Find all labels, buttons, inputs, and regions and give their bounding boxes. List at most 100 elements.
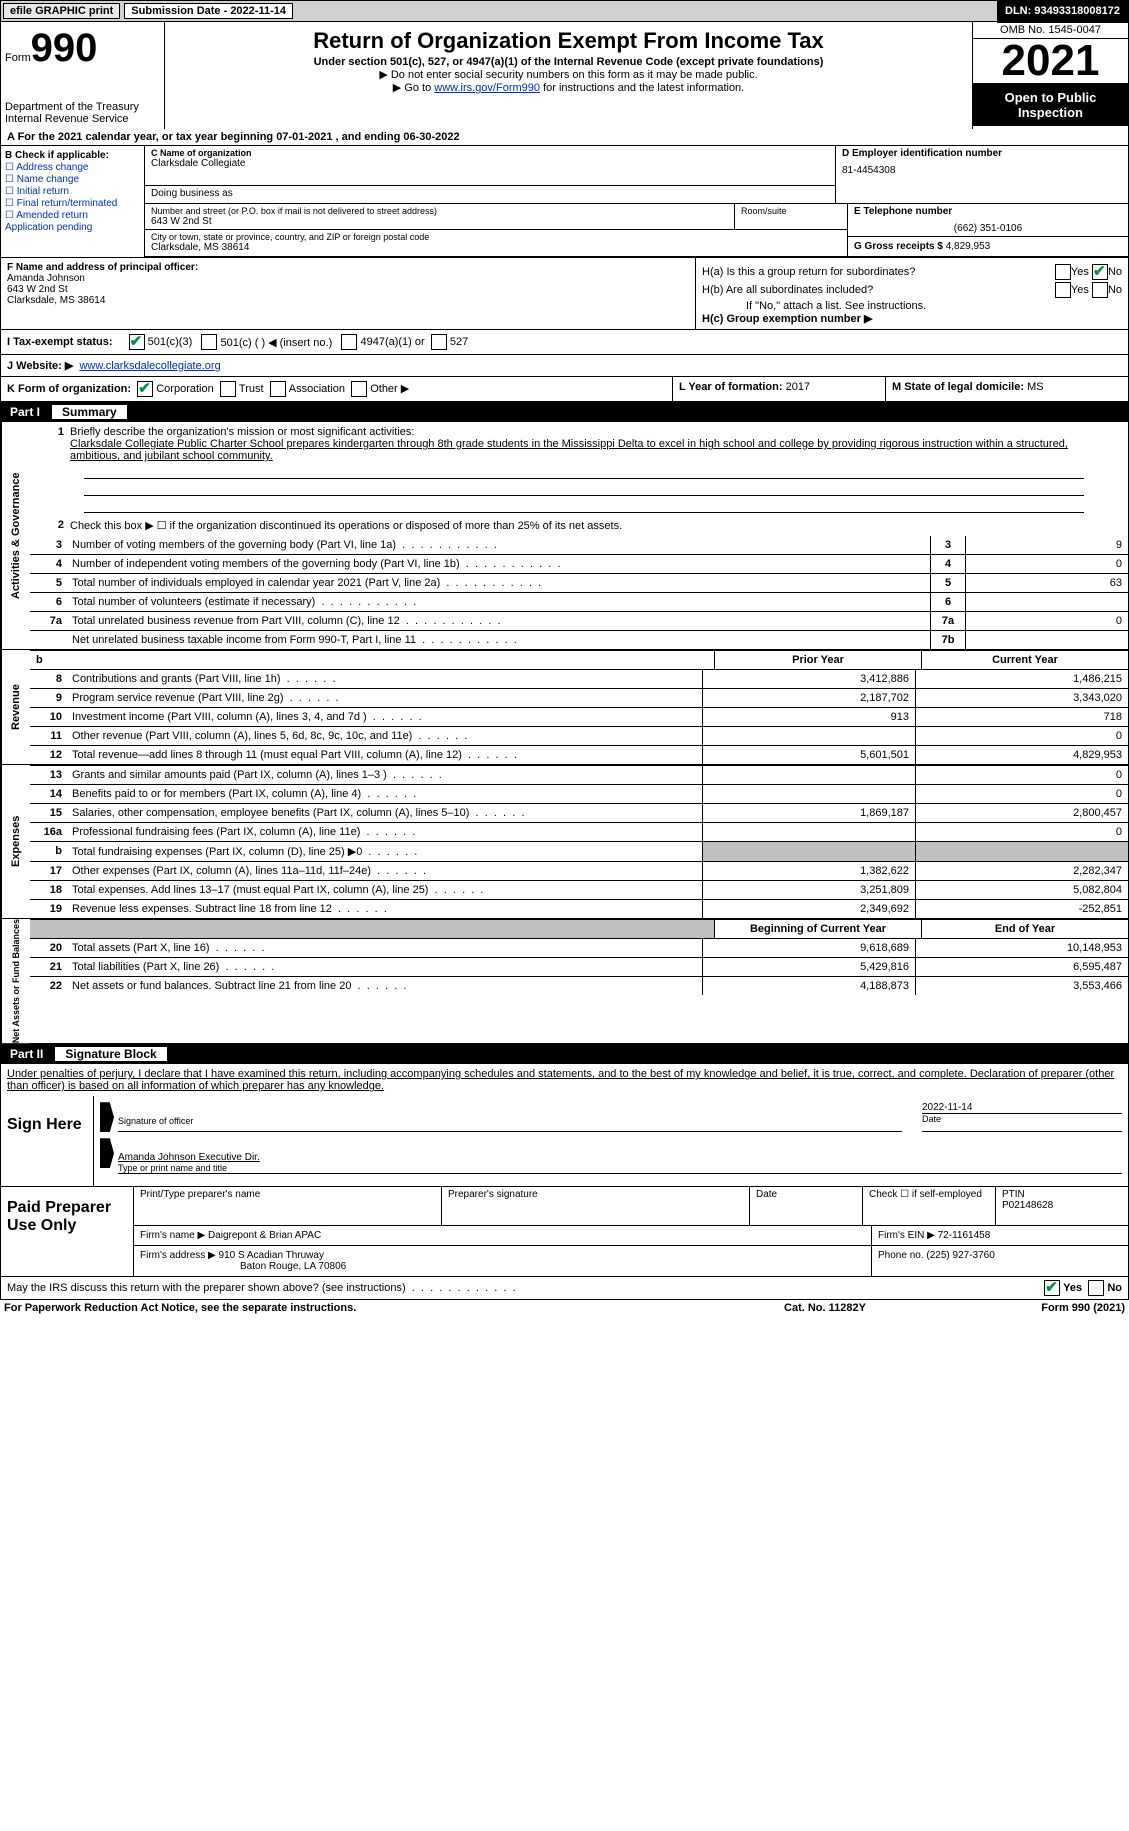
sigintro-text: Under penalties of perjury, I declare th… [7,1068,1114,1092]
m-value: MS [1027,381,1044,393]
line-value [965,593,1128,611]
prior-value [702,823,915,841]
line-text: Total unrelated business revenue from Pa… [68,612,930,630]
city-label: City or town, state or province, country… [151,232,841,242]
line-box: 7b [930,631,965,649]
irs-link[interactable]: www.irs.gov/Form990 [434,82,540,94]
prior-value: 3,251,809 [702,881,915,899]
hb-note: If "No," attach a list. See instructions… [702,300,1122,312]
opt-501c: 501(c) ( ) ◀ (insert no.) [220,336,332,349]
footer-center: Cat. No. 11282Y [725,1302,925,1314]
note-1: ▶ Do not enter social security numbers o… [169,68,968,81]
fin-line-19: 19Revenue less expenses. Subtract line 1… [30,899,1128,918]
activities-section: Activities & Governance 1 1 Briefly desc… [0,422,1129,650]
sig-field-label: Signature of officer [118,1116,902,1126]
line-num: 12 [30,746,68,764]
chk-other[interactable] [351,381,367,397]
ha-no-checkbox[interactable] [1092,264,1108,280]
addr-label: Firm's address ▶ [140,1250,216,1261]
prior-value: 913 [702,708,915,726]
line-value: 0 [965,612,1128,630]
chk-address-change[interactable]: ☐ Address change [5,162,140,173]
chk-corporation[interactable] [137,381,153,397]
current-value: 0 [915,823,1128,841]
sig-date-value: 2022-11-14 [922,1102,1122,1113]
expenses-section: Expenses 13Grants and similar amounts pa… [0,765,1129,919]
line-num: 21 [30,958,68,976]
gross-label: G Gross receipts $ [854,241,943,252]
fin-line-15: 15Salaries, other compensation, employee… [30,803,1128,822]
section-a: A For the 2021 calendar year, or tax yea… [0,129,1129,146]
m-label: M State of legal domicile: [892,381,1024,393]
discuss-text: May the IRS discuss this return with the… [7,1282,1044,1294]
tel-label: E Telephone number [854,206,1122,217]
fin-line-8: 8Contributions and grants (Part VIII, li… [30,669,1128,688]
line-num: 8 [30,670,68,688]
sig-arrow-icon [100,1102,114,1132]
current-value: 3,553,466 [915,977,1128,995]
hb-no-checkbox[interactable] [1092,282,1108,298]
line-num: 11 [30,727,68,745]
k-label: K Form of organization: [7,383,131,395]
chk-name-change[interactable]: ☐ Name change [5,174,140,185]
top-bar: efile GRAPHIC print Submission Date - 20… [0,0,1129,22]
line-num: 19 [30,900,68,918]
line-text: Total expenses. Add lines 13–17 (must eq… [68,881,702,899]
phone-label: Phone no. [878,1250,924,1261]
gross-value: 4,829,953 [946,241,991,252]
section-b-label: B Check if applicable: [5,150,109,161]
website-link[interactable]: www.clarksdalecollegiate.org [79,360,220,372]
chk-4947[interactable] [341,334,357,350]
line-box: 4 [930,555,965,573]
efile-button[interactable]: efile GRAPHIC print [3,3,120,19]
hb-yes-checkbox[interactable] [1055,282,1071,298]
street-value: 643 W 2nd St [151,216,728,227]
ha-yes-checkbox[interactable] [1055,264,1071,280]
chk-application-pending[interactable]: Application pending [5,222,140,233]
dba-label: Doing business as [151,188,233,199]
line-num: b [30,842,68,861]
form-subtitle: Under section 501(c), 527, or 4947(a)(1)… [169,56,968,68]
line-text: Net unrelated business taxable income fr… [68,631,930,649]
blank-line-1 [84,464,1084,479]
chk-amended-return[interactable]: ☐ Amended return [5,210,140,221]
firm-phone-row: Phone no. (225) 927-3760 [872,1246,1128,1276]
discuss-text-content: May the IRS discuss this return with the… [7,1282,406,1294]
current-value: 0 [915,785,1128,803]
section-j: J Website: ▶ www.clarksdalecollegiate.or… [0,355,1129,377]
chk-527[interactable] [431,334,447,350]
line-text: Other expenses (Part IX, column (A), lin… [68,862,702,880]
current-value: 4,829,953 [915,746,1128,764]
chk-final-return[interactable]: ☐ Final return/terminated [5,198,140,209]
current-value: 5,082,804 [915,881,1128,899]
chk-association[interactable] [270,381,286,397]
opt-501c3: 501(c)(3) [148,336,193,348]
discuss-yes-checkbox[interactable] [1044,1280,1060,1296]
line-text: Revenue less expenses. Subtract line 18 … [68,900,702,918]
prior-value: 1,869,187 [702,804,915,822]
chk-trust[interactable] [220,381,236,397]
section-e: E Telephone number (662) 351-0106 [848,204,1128,237]
officer-signature-field[interactable]: Signature of officer [118,1102,902,1132]
header-center: Return of Organization Exempt From Incom… [165,22,972,129]
line-num: 10 [30,708,68,726]
opt-other: Other ▶ [370,383,409,395]
discuss-no-checkbox[interactable] [1088,1280,1104,1296]
chk-501c3[interactable] [129,334,145,350]
officer-street: 643 W 2nd St [7,284,68,295]
line-text: Total fundraising expenses (Part IX, col… [68,842,702,861]
line-text: Total revenue—add lines 8 through 11 (mu… [68,746,702,764]
mission-text: Clarksdale Collegiate Public Charter Sch… [70,438,1068,462]
line-text: Total number of individuals employed in … [68,574,930,592]
firm-name-row: Firm's name ▶ Daigrepont & Brian APAC [134,1226,872,1245]
line-2-text: Check this box ▶ ☐ if the organization d… [70,519,1114,532]
sections-b-through-g: B Check if applicable: ☐ Address change … [0,146,1129,258]
prior-value [702,785,915,803]
prior-value: 5,429,816 [702,958,915,976]
chk-initial-return[interactable]: ☐ Initial return [5,186,140,197]
form-word: Form [5,52,31,64]
chk-501c[interactable] [201,334,217,350]
city-value: Clarksdale, MS 38614 [151,242,841,253]
ein-label: D Employer identification number [842,148,1122,159]
street-label: Number and street (or P.O. box if mail i… [151,206,728,216]
